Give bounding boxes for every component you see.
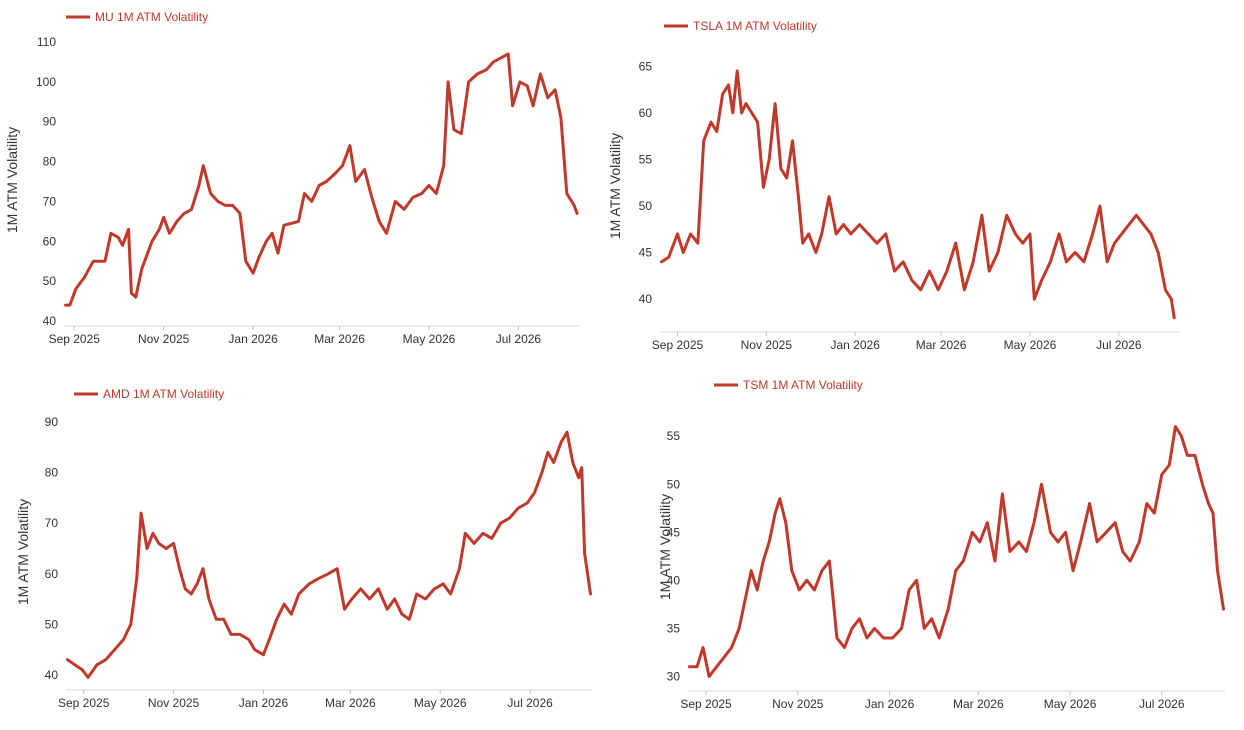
y-axis-title: 1M ATM Volatility [15, 499, 31, 605]
legend-tsm: TSM 1M ATM Volatility [714, 378, 863, 392]
x-tick-label: May 2026 [1004, 338, 1057, 352]
legend-amd: AMD 1M ATM Volatility [74, 387, 224, 401]
y-axis-title: 1M ATM Volatility [657, 494, 673, 600]
chart-panel-amd: AMD 1M ATM Volatility 1M ATM Volatility 40… [0, 362, 610, 725]
chart-svg-mu: MU 1M ATM Volatility 1M ATM Volatility 40 5… [4, 10, 580, 346]
y-tick-label: 50 [43, 274, 57, 288]
x-tick-label: May 2026 [1044, 697, 1097, 711]
y-tick-label: 70 [45, 516, 59, 530]
chart-svg-tsla: TSLA 1M ATM Volatility 1M ATM Volatility 4… [607, 19, 1180, 352]
y-tick-label: 80 [45, 466, 59, 480]
series-line-amd [66, 430, 592, 679]
x-tick-label: Jan 2026 [865, 697, 915, 711]
legend-label: TSLA 1M ATM Volatility [693, 19, 817, 33]
x-tick-label: Sep 2025 [49, 332, 101, 346]
y-tick-label: 90 [43, 115, 57, 129]
y-tick-label: 35 [667, 621, 681, 635]
chart-panel-tsm: TSM 1M ATM Volatility 1M ATM Volatility 30… [640, 362, 1244, 725]
chart-svg-tsm: TSM 1M ATM Volatility 1M ATM Volatility 30… [657, 378, 1225, 711]
y-tick-label: 55 [639, 152, 653, 166]
chart-svg-amd: AMD 1M ATM Volatility 1M ATM Volatility 40… [15, 387, 592, 710]
y-tick-label: 100 [36, 75, 56, 89]
y-tick-label: 60 [43, 234, 57, 248]
x-tick-label: Mar 2026 [916, 338, 967, 352]
y-tick-label: 40 [667, 573, 681, 587]
y-tick-label: 60 [45, 567, 59, 581]
y-tick-label: 40 [43, 314, 57, 328]
y-axis-title: 1M ATM Volatility [4, 127, 20, 233]
x-tick-label: Nov 2025 [138, 332, 190, 346]
series-line-tsla [660, 69, 1176, 320]
y-tick-label: 55 [667, 429, 681, 443]
x-tick-label: Nov 2025 [741, 338, 793, 352]
y-tick-label: 110 [37, 35, 56, 49]
legend-mu: MU 1M ATM Volatility [66, 10, 208, 24]
y-tick-label: 65 [639, 59, 653, 73]
y-tick-label: 60 [639, 106, 653, 120]
legend-label: MU 1M ATM Volatility [95, 10, 208, 24]
x-tick-label: Jan 2026 [239, 696, 289, 710]
y-tick-label: 90 [45, 415, 59, 429]
series-line-tsm [688, 425, 1225, 678]
x-tick-label: Nov 2025 [148, 696, 200, 710]
x-tick-label: Nov 2025 [772, 697, 824, 711]
legend-label: AMD 1M ATM Volatility [103, 387, 224, 401]
x-tick-label: Jul 2026 [507, 696, 553, 710]
x-tick-label: Jul 2026 [1139, 697, 1185, 711]
y-tick-label: 40 [45, 668, 59, 682]
y-tick-label: 50 [45, 617, 59, 631]
x-tick-label: Mar 2026 [953, 697, 1004, 711]
x-tick-label: May 2026 [403, 332, 456, 346]
y-tick-label: 45 [667, 525, 681, 539]
y-tick-label: 30 [667, 669, 681, 683]
y-tick-label: 45 [639, 246, 653, 260]
y-tick-label: 50 [639, 199, 653, 213]
y-tick-label: 80 [43, 155, 57, 169]
legend-tsla: TSLA 1M ATM Volatility [664, 19, 817, 33]
x-tick-label: Jul 2026 [496, 332, 542, 346]
x-tick-label: Jul 2026 [1096, 338, 1142, 352]
x-tick-label: Mar 2026 [314, 332, 365, 346]
legend-label: TSM 1M ATM Volatility [743, 378, 863, 392]
y-tick-label: 70 [43, 194, 57, 208]
y-tick-label: 40 [639, 292, 653, 306]
x-tick-label: Jan 2026 [228, 332, 278, 346]
x-tick-label: May 2026 [414, 696, 467, 710]
x-tick-label: Jan 2026 [830, 338, 880, 352]
chart-panel-tsla: TSLA 1M ATM Volatility 1M ATM Volatility 4… [596, 0, 1244, 360]
x-tick-label: Sep 2025 [680, 697, 732, 711]
chart-panel-mu: MU 1M ATM Volatility 1M ATM Volatility 40 5… [0, 0, 610, 360]
x-tick-label: Sep 2025 [58, 696, 110, 710]
series-line-mu [64, 52, 579, 307]
x-tick-label: Mar 2026 [325, 696, 376, 710]
y-tick-label: 50 [667, 477, 681, 491]
y-axis-title: 1M ATM Volatility [607, 133, 623, 239]
x-tick-label: Sep 2025 [652, 338, 704, 352]
